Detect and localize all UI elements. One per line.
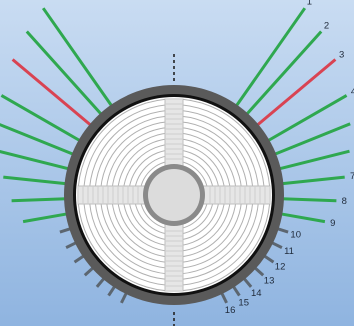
left-line-2 [25, 30, 103, 116]
line-label-15: 15 [238, 297, 249, 308]
left-line-group [0, 7, 129, 304]
left-line-7 [3, 175, 67, 186]
line-label-2: 2 [324, 21, 329, 32]
left-line-3 [11, 58, 93, 127]
left-line-13 [83, 266, 95, 277]
right-line-8 [281, 197, 337, 203]
left-line-11 [65, 240, 78, 249]
line-label-11: 11 [284, 246, 294, 257]
line-label-3: 3 [339, 49, 344, 60]
left-line-5 [0, 123, 75, 156]
hub [148, 169, 200, 221]
right-line-group [219, 7, 351, 304]
left-line-6 [0, 150, 70, 171]
right-line-1 [234, 7, 307, 108]
right-label-group: 12345678910111213141516 [225, 0, 354, 316]
arm-ticks [77, 98, 271, 292]
left-line-15 [107, 284, 117, 297]
line-label-14: 14 [251, 288, 262, 299]
right-line-6 [278, 149, 350, 171]
line-label-8: 8 [342, 196, 347, 207]
right-line-9 [280, 212, 326, 224]
line-label-10: 10 [290, 230, 301, 241]
right-line-15 [231, 284, 241, 297]
line-label-16: 16 [225, 305, 236, 316]
right-line-16 [219, 291, 228, 304]
right-line-5 [273, 122, 351, 156]
left-line-8 [11, 197, 67, 203]
right-line-2 [245, 30, 323, 116]
right-line-4 [266, 94, 348, 143]
line-label-4: 4 [351, 86, 354, 97]
right-line-13 [253, 266, 265, 277]
left-line-1 [41, 7, 114, 108]
right-line-11 [270, 240, 283, 249]
line-label-13: 13 [264, 276, 275, 287]
line-label-9: 9 [330, 218, 335, 229]
left-line-4 [0, 94, 82, 143]
left-line-16 [120, 291, 129, 304]
line-label-12: 12 [275, 262, 286, 273]
line-label-7: 7 [350, 171, 354, 182]
right-line-7 [281, 175, 345, 186]
left-line-9 [22, 212, 68, 224]
line-label-1: 1 [307, 0, 312, 8]
right-line-3 [255, 58, 337, 127]
